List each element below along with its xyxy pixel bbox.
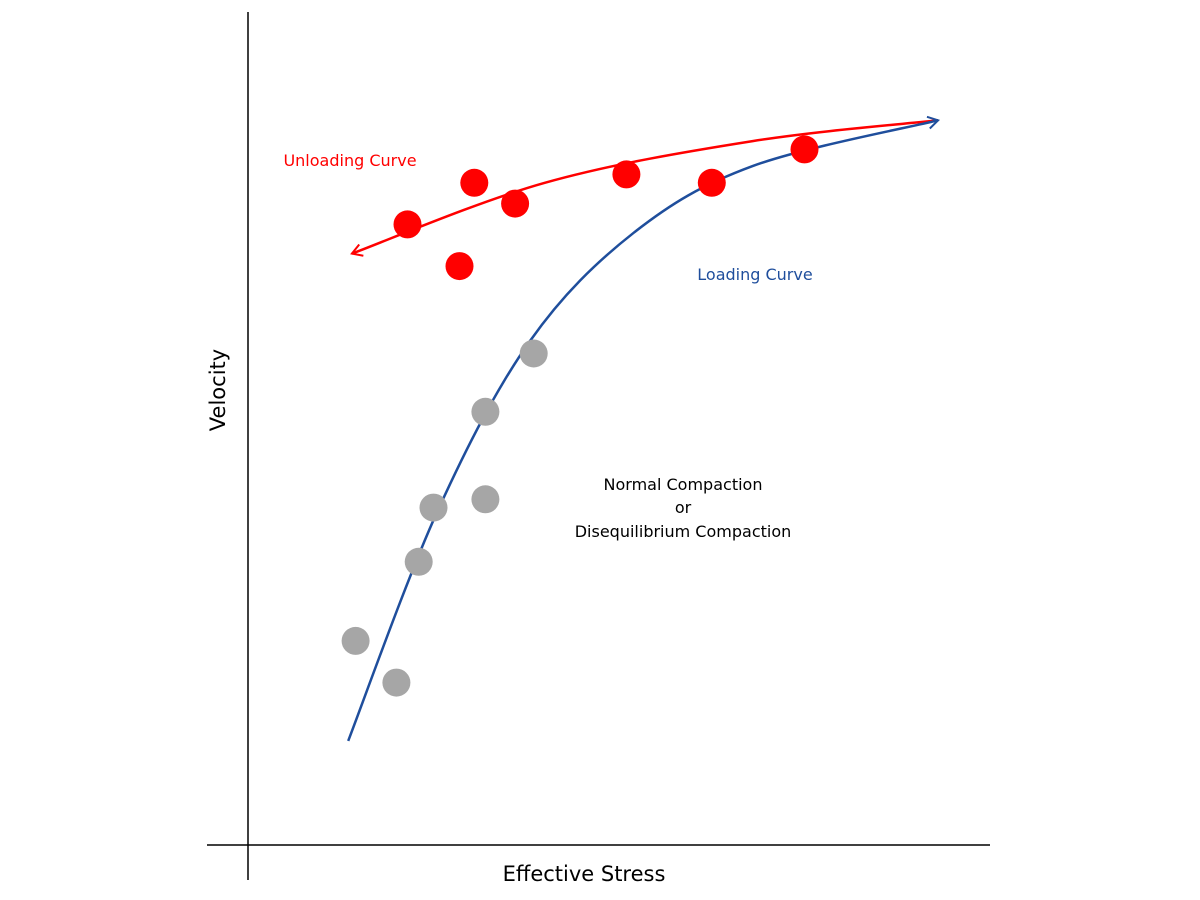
unloading-curve-point-5 <box>612 160 641 189</box>
unloading-curve-point-6 <box>697 168 726 197</box>
annotation-line-3: Disequilibrium Compaction <box>575 522 792 541</box>
x-axis-title: Effective Stress <box>503 862 666 886</box>
unloading-curve-line <box>350 119 939 257</box>
loading-curve-point-5 <box>471 397 500 426</box>
y-axis-title: Velocity <box>206 349 230 431</box>
loading-curve-line <box>347 115 940 742</box>
unloading-curve-label: Unloading Curve <box>283 151 416 170</box>
points-layer <box>341 135 819 697</box>
unloading-curve-point-3 <box>460 168 489 197</box>
loading-curve-point-1 <box>341 626 370 655</box>
curves-layer <box>347 115 940 742</box>
loading-curve-point-3 <box>404 547 433 576</box>
loading-curve-point-2 <box>382 668 411 697</box>
unloading-curve-point-2 <box>445 252 474 281</box>
unloading-curve-point-4 <box>501 189 530 218</box>
unloading-curve-point-1 <box>393 210 422 239</box>
annotation-line-1: Normal Compaction <box>604 475 763 494</box>
loading-curve-label: Loading Curve <box>697 265 812 284</box>
loading-curve-point-6 <box>471 485 500 514</box>
unloading-curve-point-7 <box>790 135 819 164</box>
annotation-line-2: or <box>675 498 692 517</box>
loading-curve-point-7 <box>519 339 548 368</box>
loading-curve-point-4 <box>419 493 448 522</box>
